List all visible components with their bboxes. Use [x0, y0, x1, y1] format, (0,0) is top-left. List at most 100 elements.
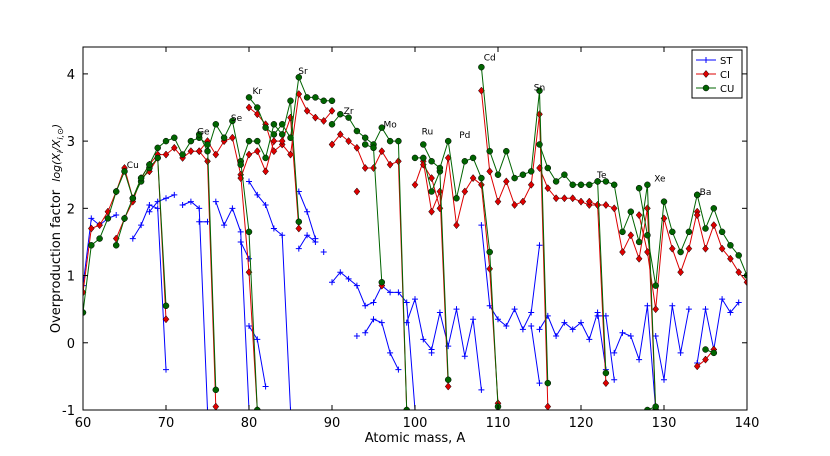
- point-st: [644, 302, 651, 309]
- element-label: Kr: [252, 87, 262, 97]
- series-line-cu: [422, 140, 499, 407]
- series-group: [83, 63, 747, 410]
- point-cu: [436, 164, 444, 172]
- point-st: [196, 218, 203, 225]
- point-cu: [345, 114, 352, 121]
- point-st: [353, 282, 360, 289]
- point-cu: [644, 231, 651, 239]
- point-st: [511, 306, 518, 313]
- series-line-st: [530, 325, 540, 384]
- point-st: [677, 349, 684, 356]
- series-line-ci: [638, 211, 698, 310]
- point-ci: [693, 362, 701, 371]
- point-ci: [428, 207, 435, 216]
- point-ci: [187, 147, 195, 156]
- y-tick-label: 2: [67, 202, 75, 217]
- point-ci: [677, 268, 684, 277]
- point-ci: [561, 194, 568, 203]
- point-st: [279, 232, 286, 239]
- point-ci: [519, 197, 527, 206]
- point-st: [163, 366, 169, 373]
- point-cu: [312, 94, 319, 101]
- point-st: [337, 269, 344, 276]
- point-ci: [718, 244, 726, 253]
- point-cu: [727, 242, 734, 249]
- point-cu: [544, 379, 552, 387]
- point-st: [719, 296, 726, 303]
- legend-marker-st: [703, 57, 709, 63]
- point-ci: [494, 197, 502, 206]
- point-cu: [718, 228, 726, 236]
- element-label: Zr: [344, 107, 354, 117]
- point-ci: [444, 382, 452, 391]
- point-cu: [627, 208, 635, 215]
- series-line-ci: [422, 157, 499, 404]
- point-st: [403, 299, 410, 306]
- point-ci: [87, 224, 95, 233]
- y-tick-label: 1: [67, 270, 75, 285]
- point-st: [113, 212, 120, 219]
- point-cu: [112, 188, 120, 195]
- series-line-cu: [696, 194, 747, 276]
- point-st: [470, 316, 477, 323]
- point-cu: [212, 386, 220, 394]
- point-cu: [237, 161, 244, 168]
- point-st: [129, 235, 136, 242]
- point-st: [528, 309, 535, 316]
- point-ci: [544, 402, 552, 410]
- point-cu: [478, 174, 485, 182]
- point-ci: [195, 147, 203, 156]
- point-cu: [577, 181, 585, 189]
- point-cu: [527, 168, 535, 175]
- axes: 60 70 80 90 100 110 120 130 140 -1 0 1 2 3 4: [62, 46, 759, 431]
- point-st: [88, 215, 95, 222]
- y-math-b: i: [56, 150, 65, 153]
- point-ci: [602, 379, 610, 388]
- point-st: [138, 222, 145, 229]
- point-ci: [469, 174, 477, 183]
- point-cu: [121, 168, 128, 175]
- point-ci: [627, 231, 635, 240]
- point-cu: [536, 141, 543, 148]
- point-st: [478, 386, 485, 393]
- point-ci: [602, 200, 610, 209]
- point-ci: [461, 187, 469, 196]
- series-cu: [83, 63, 747, 410]
- series-st: [83, 178, 742, 410]
- x-axis-label: Atomic mass, A: [365, 431, 466, 446]
- element-label: Ba: [700, 188, 712, 198]
- point-st: [312, 235, 319, 242]
- point-st: [287, 407, 294, 410]
- point-st: [270, 225, 277, 232]
- x-tick-label: 80: [241, 416, 258, 431]
- plot-area: Cu Ge Se Kr Sr Zr Mo Ru Pd Cd Sn Te Xe Ba: [83, 53, 747, 410]
- point-ci: [594, 200, 601, 209]
- point-cu: [702, 225, 709, 232]
- series-line-st: [613, 305, 657, 410]
- point-st: [702, 306, 709, 313]
- point-st: [586, 336, 593, 343]
- point-st: [204, 407, 211, 410]
- point-cu: [486, 248, 493, 256]
- point-cu: [328, 121, 336, 128]
- point-st: [146, 201, 153, 208]
- point-cu: [254, 104, 261, 111]
- point-ci: [229, 133, 236, 142]
- point-ci: [527, 180, 535, 189]
- series-line-cu: [638, 188, 698, 286]
- point-cu: [245, 228, 253, 236]
- point-cu: [428, 158, 435, 165]
- point-st: [320, 249, 327, 256]
- point-st: [436, 309, 443, 316]
- point-cu: [486, 147, 493, 155]
- point-ci: [328, 140, 336, 149]
- point-cu: [361, 141, 369, 148]
- point-st: [395, 366, 402, 373]
- point-ci: [544, 184, 552, 193]
- point-cu: [204, 147, 211, 155]
- point-st: [412, 296, 418, 303]
- point-st: [669, 302, 676, 309]
- point-st: [536, 326, 543, 333]
- series-line-cu: [198, 119, 258, 410]
